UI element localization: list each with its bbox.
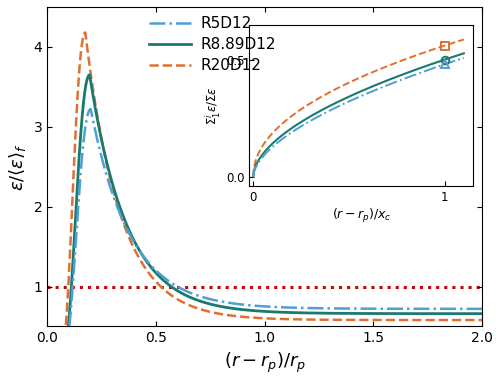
R8.89D12 <box>244 308 250 312</box>
X-axis label: $(r - r_p)/r_p$: $(r - r_p)/r_p$ <box>224 351 306 375</box>
Line: R20D12: R20D12 <box>48 32 482 366</box>
R20D12 <box>466 318 472 322</box>
R20D12 <box>44 364 51 369</box>
R5D12 <box>88 107 94 112</box>
R5D12 <box>466 307 472 311</box>
R20D12 <box>82 30 88 35</box>
Line: R8.89D12: R8.89D12 <box>48 75 482 366</box>
R20D12 <box>66 258 72 262</box>
R8.89D12 <box>86 73 92 77</box>
R5D12 <box>466 307 472 311</box>
R20D12 <box>466 318 472 322</box>
R5D12 <box>479 307 485 311</box>
R20D12 <box>256 316 262 320</box>
R8.89D12 <box>66 309 72 313</box>
R8.89D12 <box>479 311 485 316</box>
Legend: R5D12, R8.89D12, R20D12: R5D12, R8.89D12, R20D12 <box>142 10 282 79</box>
R20D12 <box>387 318 393 322</box>
Line: R5D12: R5D12 <box>48 109 482 366</box>
R8.89D12 <box>466 311 472 316</box>
R5D12 <box>66 322 72 326</box>
R8.89D12 <box>466 311 472 316</box>
R20D12 <box>244 315 250 319</box>
R8.89D12 <box>256 309 262 313</box>
R5D12 <box>244 303 250 308</box>
R8.89D12 <box>44 364 51 369</box>
R5D12 <box>44 364 51 369</box>
R8.89D12 <box>387 311 393 316</box>
R5D12 <box>387 306 393 311</box>
R5D12 <box>256 304 262 308</box>
Y-axis label: $\varepsilon/\langle\varepsilon\rangle_f$: $\varepsilon/\langle\varepsilon\rangle_f… <box>7 143 28 191</box>
R20D12 <box>479 318 485 322</box>
